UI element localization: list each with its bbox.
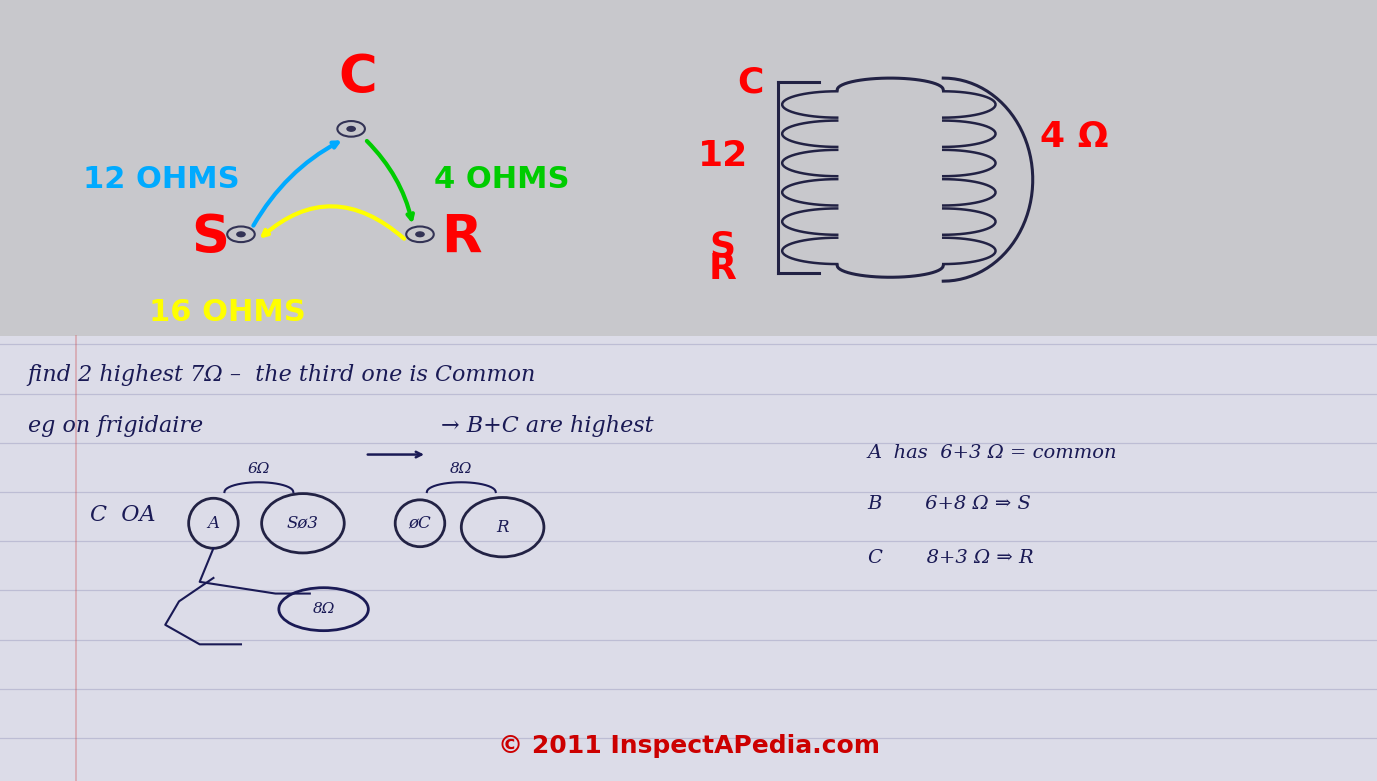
Text: C       8+3 Ω ⇒ R: C 8+3 Ω ⇒ R <box>868 549 1033 568</box>
Circle shape <box>416 232 424 237</box>
Bar <box>0 336 1377 781</box>
Text: C  OA: C OA <box>90 505 156 526</box>
Text: C: C <box>737 65 764 99</box>
Text: 4 OHMS: 4 OHMS <box>434 165 569 194</box>
Text: 12: 12 <box>698 139 748 173</box>
Text: C: C <box>339 52 377 104</box>
Text: R: R <box>496 519 509 536</box>
Text: eg on frigidaire: eg on frigidaire <box>28 415 202 437</box>
Text: © 2011 InspectAPedia.com: © 2011 InspectAPedia.com <box>497 734 880 758</box>
Text: find 2 highest 7Ω –  the third one is Common: find 2 highest 7Ω – the third one is Com… <box>28 364 536 386</box>
Text: 8Ω: 8Ω <box>313 602 335 616</box>
Text: øC: øC <box>409 515 431 532</box>
Text: 4 Ω: 4 Ω <box>1040 119 1108 154</box>
Text: B       6+8 Ω ⇒ S: B 6+8 Ω ⇒ S <box>868 494 1031 513</box>
Circle shape <box>347 127 355 131</box>
Text: → B+C are highest: → B+C are highest <box>441 415 653 437</box>
Text: S: S <box>711 229 735 263</box>
Text: A  has  6+3 Ω = common: A has 6+3 Ω = common <box>868 444 1117 462</box>
Text: 16 OHMS: 16 OHMS <box>149 298 306 327</box>
Text: R: R <box>709 252 737 287</box>
Text: 12 OHMS: 12 OHMS <box>83 165 240 194</box>
Circle shape <box>237 232 245 237</box>
Text: R: R <box>441 212 482 264</box>
Text: A: A <box>208 515 219 532</box>
Text: S: S <box>191 212 230 264</box>
Text: 6Ω: 6Ω <box>248 462 270 476</box>
Text: 8Ω: 8Ω <box>450 462 472 476</box>
Text: Sø3: Sø3 <box>286 515 319 532</box>
